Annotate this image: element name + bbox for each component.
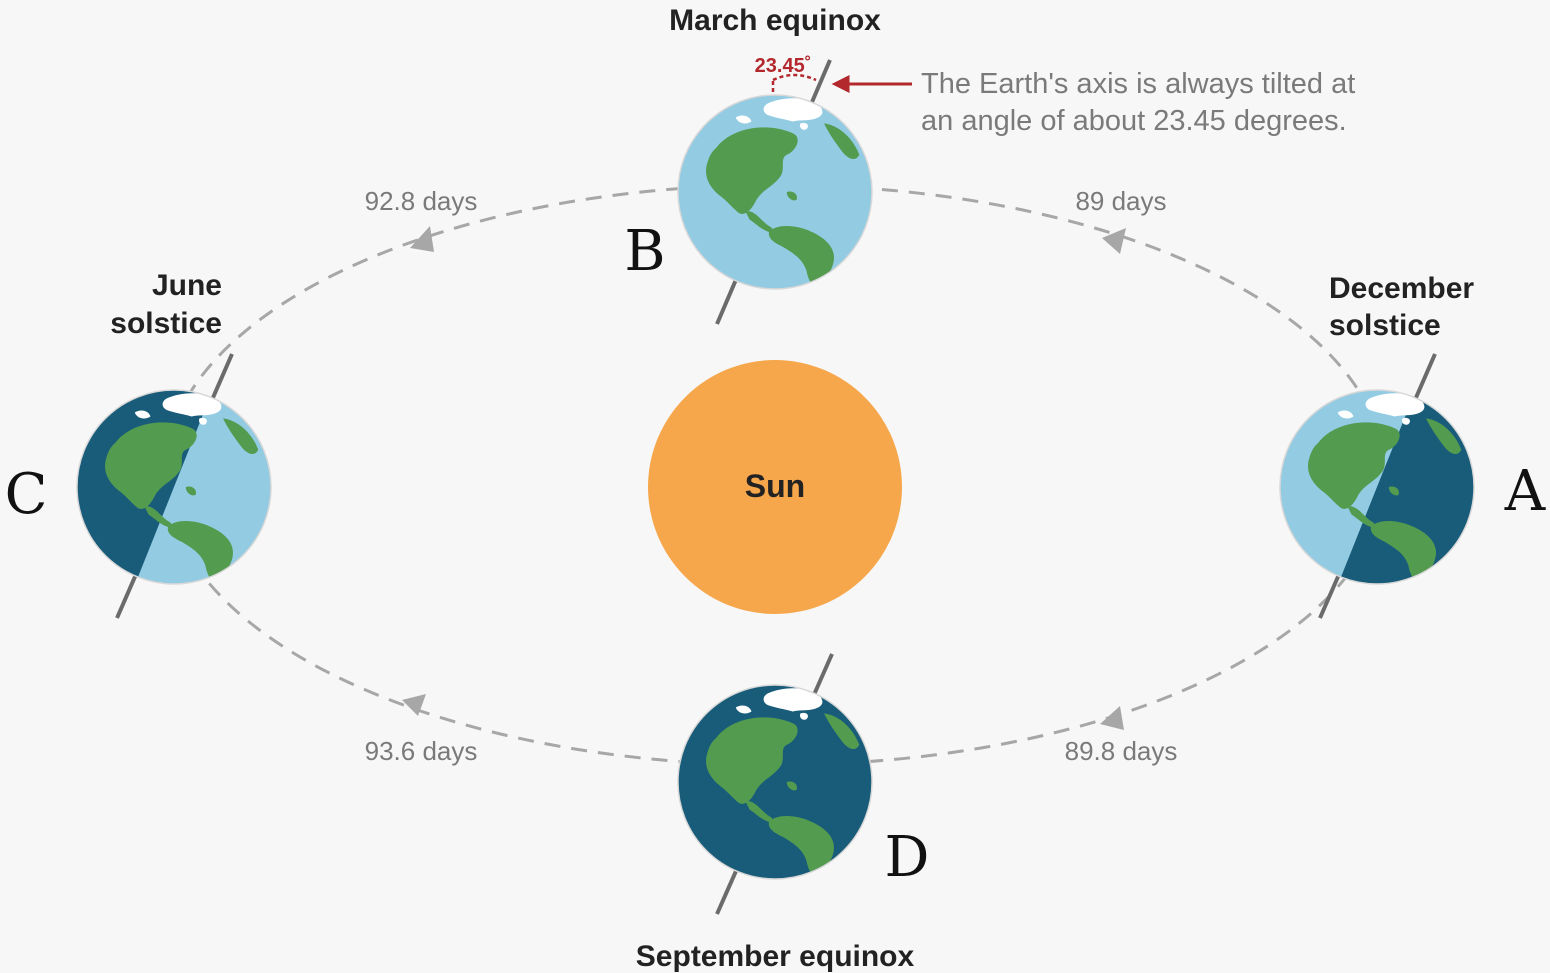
letter-a: A (1504, 459, 1546, 524)
tilt-note-line1: The Earth's axis is always tilted at (921, 68, 1355, 100)
june-solstice-title-line1: June (152, 269, 222, 302)
tilt-angle-label: 23.45˚ (755, 54, 812, 77)
earth-march-equinox (677, 59, 873, 325)
earth-globe-icon (677, 684, 873, 880)
earth-september-equinox (677, 653, 873, 915)
december-solstice-title-line1: December (1329, 272, 1474, 305)
earth-december-solstice (1279, 353, 1475, 619)
duration-march-to-june: 92.8 days (365, 186, 478, 216)
tilt-angle-annotation: 23.45˚ (755, 54, 817, 92)
duration-june-to-september: 93.6 days (365, 736, 478, 766)
letter-c: C (5, 462, 48, 527)
duration-september-to-december: 89.8 days (1065, 736, 1178, 766)
tilt-note-line2: an angle of about 23.45 degrees. (921, 105, 1347, 137)
december-solstice-title-line2: solstice (1329, 309, 1441, 342)
earth-globe-icon (1279, 389, 1475, 585)
september-equinox-title: September equinox (636, 940, 915, 973)
sun (648, 360, 902, 614)
earth-june-solstice (76, 353, 272, 619)
letter-d: D (885, 825, 930, 890)
duration-december-to-march: 89 days (1075, 186, 1166, 216)
earth-globe-icon (677, 94, 873, 290)
orbit-arrow-icon (402, 226, 1126, 730)
june-solstice-title-line2: solstice (110, 307, 222, 340)
letter-b: B (624, 219, 665, 284)
march-equinox-title: March equinox (669, 4, 881, 37)
earth-globe-icon (76, 389, 272, 585)
sun-label: Sun (745, 468, 805, 504)
